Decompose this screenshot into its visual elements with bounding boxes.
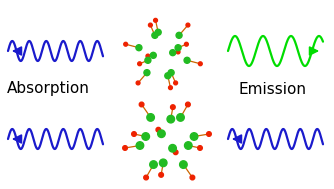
Circle shape — [150, 161, 157, 168]
Circle shape — [165, 73, 171, 79]
Circle shape — [136, 45, 142, 51]
Circle shape — [198, 62, 202, 66]
Circle shape — [169, 145, 176, 152]
Circle shape — [169, 86, 172, 90]
Circle shape — [170, 50, 176, 56]
Text: Emission: Emission — [238, 81, 306, 97]
Circle shape — [149, 23, 152, 27]
Circle shape — [123, 146, 127, 150]
Circle shape — [158, 130, 165, 137]
Circle shape — [186, 23, 190, 27]
Circle shape — [176, 32, 182, 38]
Circle shape — [132, 132, 136, 136]
Circle shape — [159, 173, 163, 177]
Circle shape — [136, 142, 144, 149]
Circle shape — [136, 81, 140, 85]
Circle shape — [180, 161, 187, 168]
Circle shape — [156, 127, 161, 132]
Circle shape — [186, 102, 190, 107]
Circle shape — [144, 175, 148, 180]
Circle shape — [184, 57, 190, 63]
Circle shape — [139, 102, 144, 107]
Circle shape — [167, 115, 175, 123]
Circle shape — [144, 70, 150, 76]
Circle shape — [142, 133, 150, 140]
Circle shape — [155, 29, 161, 35]
Circle shape — [159, 159, 167, 167]
Circle shape — [147, 114, 154, 121]
Circle shape — [138, 62, 142, 66]
Circle shape — [198, 146, 202, 150]
Circle shape — [190, 133, 198, 140]
Circle shape — [150, 52, 156, 58]
Circle shape — [176, 50, 180, 54]
Circle shape — [171, 105, 175, 109]
Text: Absorption: Absorption — [7, 81, 90, 97]
Circle shape — [184, 142, 192, 149]
Circle shape — [184, 42, 188, 46]
Circle shape — [173, 150, 178, 155]
Circle shape — [146, 54, 150, 58]
Circle shape — [177, 114, 184, 121]
Circle shape — [207, 132, 211, 136]
Circle shape — [168, 70, 174, 76]
Circle shape — [124, 42, 128, 46]
Circle shape — [175, 45, 181, 51]
Circle shape — [152, 32, 158, 38]
Circle shape — [190, 175, 195, 180]
Circle shape — [145, 57, 151, 63]
Circle shape — [154, 18, 157, 22]
Circle shape — [174, 81, 177, 85]
